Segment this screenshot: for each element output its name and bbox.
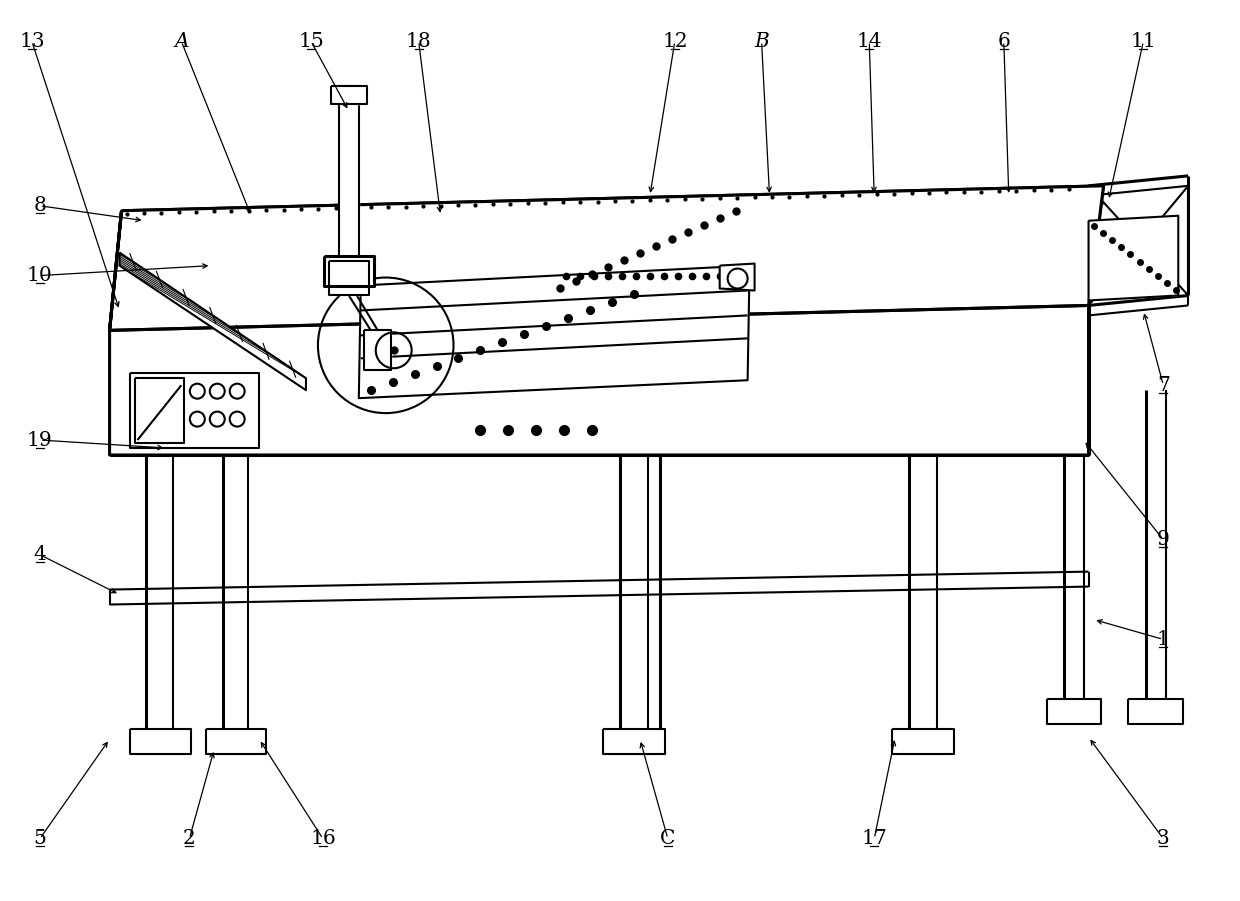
Polygon shape — [719, 264, 755, 290]
Text: 5: 5 — [33, 829, 46, 849]
Polygon shape — [331, 86, 367, 105]
Text: 12: 12 — [662, 32, 688, 50]
Text: 3: 3 — [1157, 829, 1169, 849]
Text: C: C — [660, 829, 676, 849]
Polygon shape — [109, 186, 1104, 331]
Text: 19: 19 — [27, 431, 52, 450]
Text: 13: 13 — [19, 32, 45, 50]
Text: 17: 17 — [862, 829, 887, 849]
Text: 10: 10 — [27, 266, 52, 285]
Polygon shape — [109, 211, 122, 331]
Polygon shape — [206, 729, 267, 754]
Text: 2: 2 — [184, 829, 196, 849]
Text: A: A — [174, 32, 188, 50]
Text: 4: 4 — [33, 545, 46, 564]
Text: 18: 18 — [405, 32, 432, 50]
Text: 8: 8 — [33, 196, 46, 215]
Text: 11: 11 — [1131, 32, 1156, 50]
Polygon shape — [363, 331, 391, 370]
Polygon shape — [892, 729, 954, 754]
Text: B: B — [754, 32, 769, 50]
Polygon shape — [109, 305, 1089, 455]
Polygon shape — [339, 86, 358, 266]
Polygon shape — [329, 260, 368, 296]
Text: 14: 14 — [857, 32, 882, 50]
Polygon shape — [119, 252, 306, 390]
Polygon shape — [129, 373, 259, 448]
Polygon shape — [603, 729, 665, 754]
Text: 7: 7 — [1157, 376, 1169, 395]
Polygon shape — [358, 266, 750, 398]
Text: 1: 1 — [1157, 630, 1169, 649]
Polygon shape — [1128, 699, 1183, 724]
Text: 9: 9 — [1157, 530, 1169, 550]
Polygon shape — [134, 378, 185, 443]
Polygon shape — [129, 729, 191, 754]
Polygon shape — [324, 256, 373, 286]
Text: 6: 6 — [997, 32, 1011, 50]
Text: 16: 16 — [310, 829, 336, 849]
Polygon shape — [1047, 699, 1101, 724]
Text: 15: 15 — [298, 32, 324, 50]
Polygon shape — [1089, 215, 1178, 300]
